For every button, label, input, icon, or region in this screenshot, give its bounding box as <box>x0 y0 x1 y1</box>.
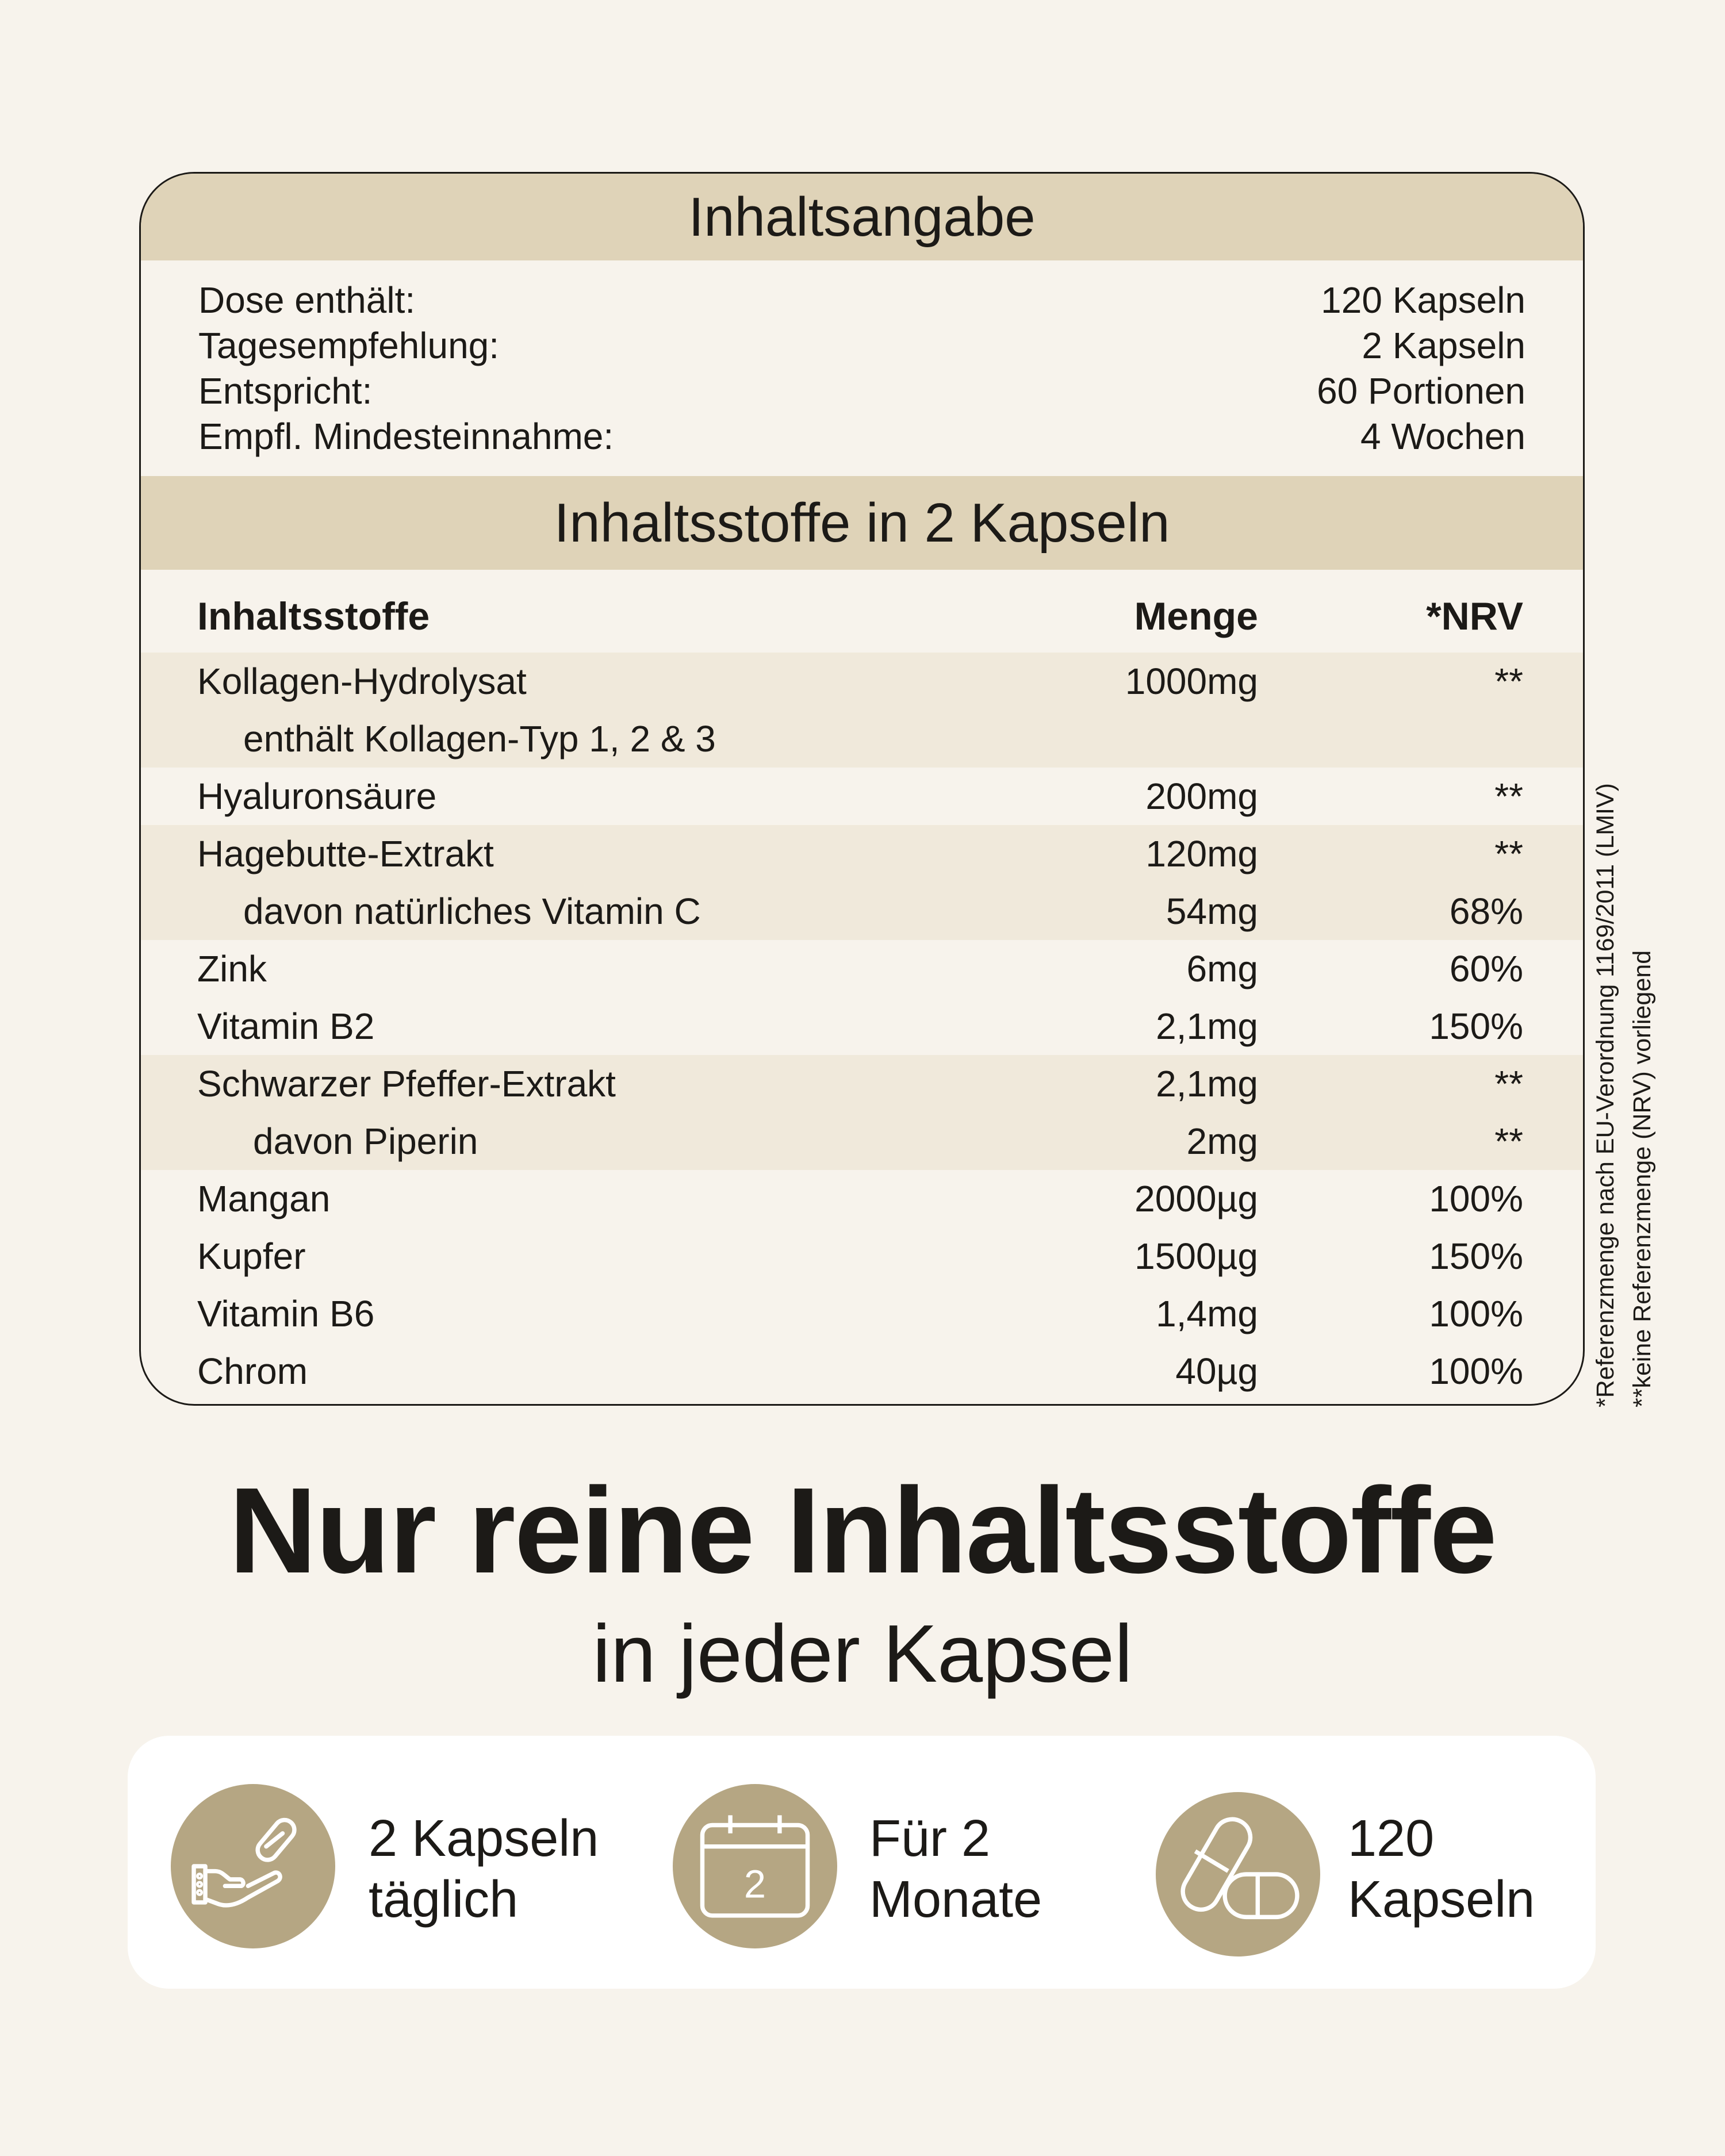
calendar-icon: 2 <box>673 1784 837 1948</box>
summary-row: Tagesempfehlung: 2 Kapseln <box>198 323 1525 368</box>
ingredient-nrv: 150% <box>1429 1236 1523 1277</box>
feature-line: 120 <box>1348 1810 1435 1867</box>
calendar-number: 2 <box>744 1862 766 1906</box>
feature-line: Kapseln <box>1348 1871 1535 1928</box>
summary-label: Empfl. Mindesteinnahme: <box>198 415 614 457</box>
ingredient-amount: 1000mg <box>1125 661 1258 702</box>
feature-line: täglich <box>369 1871 519 1928</box>
subheadline: in jeder Kapsel <box>592 1608 1133 1700</box>
ingredient-amount: 200mg <box>1145 776 1258 817</box>
ingredient-amount: 1,4mg <box>1156 1293 1258 1334</box>
ingredient-name: davon natürliches Vitamin C <box>243 891 701 932</box>
capsules-icon <box>1156 1792 1320 1956</box>
ingredient-name: Zink <box>197 948 267 989</box>
summary-value: 2 Kapseln <box>1362 324 1525 366</box>
ingredient-nrv: 150% <box>1429 1006 1523 1047</box>
table-row: Hagebutte-Extrakt 120mg ** <box>141 825 1583 883</box>
ingredient-nrv: 68% <box>1449 891 1523 932</box>
table-row: Schwarzer Pfeffer-Extrakt 2,1mg ** <box>141 1055 1583 1112</box>
nutrition-card: Inhaltsangabe Dose enthält: 120 Kapseln Ta… <box>139 172 1585 1406</box>
ingredient-nrv: ** <box>1494 1121 1523 1162</box>
ingredient-nrv: ** <box>1494 833 1523 874</box>
ingredient-name: Vitamin B2 <box>197 1006 375 1047</box>
ingredient-nrv: ** <box>1494 661 1523 702</box>
summary-value: 120 Kapseln <box>1321 279 1525 321</box>
ingredient-name: Chrom <box>197 1351 308 1392</box>
ingredient-amount: 54mg <box>1166 891 1258 932</box>
table-row: Hyaluronsäure 200mg ** <box>141 768 1583 825</box>
table-row: Kupfer 1500µg 150% <box>141 1227 1583 1285</box>
ingredient-amount: 40µg <box>1175 1351 1258 1392</box>
feature-duration: Für 2 Monate <box>869 1808 1042 1930</box>
header-amount: Menge <box>1134 594 1258 638</box>
table-row: Kollagen-Hydrolysat 1000mg ** <box>141 653 1583 710</box>
footnote-nrv: *Referenzmenge nach EU-Verordnung 1169/2… <box>1592 782 1619 1407</box>
table-row: davon Piperin 2mg ** <box>141 1112 1583 1170</box>
feature-daily: 2 Kapseln täglich <box>369 1808 599 1930</box>
footnote-no-nrv: **keine Referenzmenge (NRV) vorliegend <box>1628 950 1656 1407</box>
summary-title: Inhaltsangabe <box>141 174 1583 260</box>
header-name: Inhaltsstoffe <box>197 594 430 638</box>
summary-label: Entspricht: <box>198 370 373 412</box>
ingredient-name: Kollagen-Hydrolysat <box>197 661 527 702</box>
feature-line: Für 2 <box>869 1810 991 1867</box>
ingredient-amount: 6mg <box>1186 948 1259 989</box>
table-row: Zink 6mg 60% <box>141 940 1583 998</box>
summary-value: 4 Wochen <box>1360 415 1525 457</box>
ingredient-name: Kupfer <box>197 1236 306 1277</box>
ingredient-nrv: 100% <box>1429 1293 1523 1334</box>
table-row: Vitamin B6 1,4mg 100% <box>141 1285 1583 1342</box>
summary-row: Entspricht: 60 Portionen <box>198 368 1525 413</box>
table-row: enthält Kollagen-Typ 1, 2 & 3 <box>141 710 1583 768</box>
table-row: Mangan 2000µg 100% <box>141 1170 1583 1227</box>
ingredient-nrv: 100% <box>1429 1351 1523 1392</box>
table-header: Inhaltsstoffe Menge *NRV <box>141 593 1583 639</box>
features-box: 2 Kapseln täglich 2 Für 2 Monate 120 Kap… <box>128 1736 1596 1989</box>
ingredient-name: Hagebutte-Extrakt <box>197 833 494 874</box>
table-row: Chrom 40µg 100% <box>141 1342 1583 1400</box>
table-row: davon natürliches Vitamin C 54mg 68% <box>141 883 1583 940</box>
feature-count: 120 Kapseln <box>1348 1808 1535 1930</box>
ingredient-amount: 2,1mg <box>1156 1006 1258 1047</box>
ingredient-name: enthält Kollagen-Typ 1, 2 & 3 <box>243 718 716 759</box>
feature-line: Monate <box>869 1871 1042 1928</box>
feature-line: 2 Kapseln <box>369 1810 599 1867</box>
ingredient-amount: 2mg <box>1186 1121 1259 1162</box>
ingredient-nrv: ** <box>1494 1063 1523 1104</box>
ingredient-amount: 120mg <box>1145 833 1258 874</box>
ingredient-amount: 2,1mg <box>1156 1063 1258 1104</box>
summary-label: Dose enthält: <box>198 279 416 321</box>
ingredient-nrv: 100% <box>1429 1178 1523 1219</box>
ingredient-name: Hyaluronsäure <box>197 776 437 817</box>
summary-row: Dose enthält: 120 Kapseln <box>198 277 1525 323</box>
table-row: Vitamin B2 2,1mg 150% <box>141 998 1583 1055</box>
header-nrv: *NRV <box>1426 594 1523 638</box>
ingredient-nrv: 60% <box>1449 948 1523 989</box>
ingredient-amount: 2000µg <box>1134 1178 1258 1219</box>
ingredient-name: Schwarzer Pfeffer-Extrakt <box>197 1063 616 1104</box>
ingredient-name: Vitamin B6 <box>197 1293 375 1334</box>
ingredients-title: Inhaltsstoffe in 2 Kapseln <box>141 476 1583 570</box>
ingredient-name: Mangan <box>197 1178 331 1219</box>
headline: Nur reine Inhaltsstoffe <box>229 1462 1497 1598</box>
ingredient-nrv: ** <box>1494 776 1523 817</box>
ingredient-amount: 1500µg <box>1134 1236 1258 1277</box>
summary-value: 60 Portionen <box>1317 370 1525 412</box>
ingredient-name: davon Piperin <box>253 1121 478 1162</box>
summary-row: Empfl. Mindesteinnahme: 4 Wochen <box>198 413 1525 459</box>
summary-label: Tagesempfehlung: <box>198 324 500 366</box>
hand-capsule-icon <box>171 1784 335 1948</box>
